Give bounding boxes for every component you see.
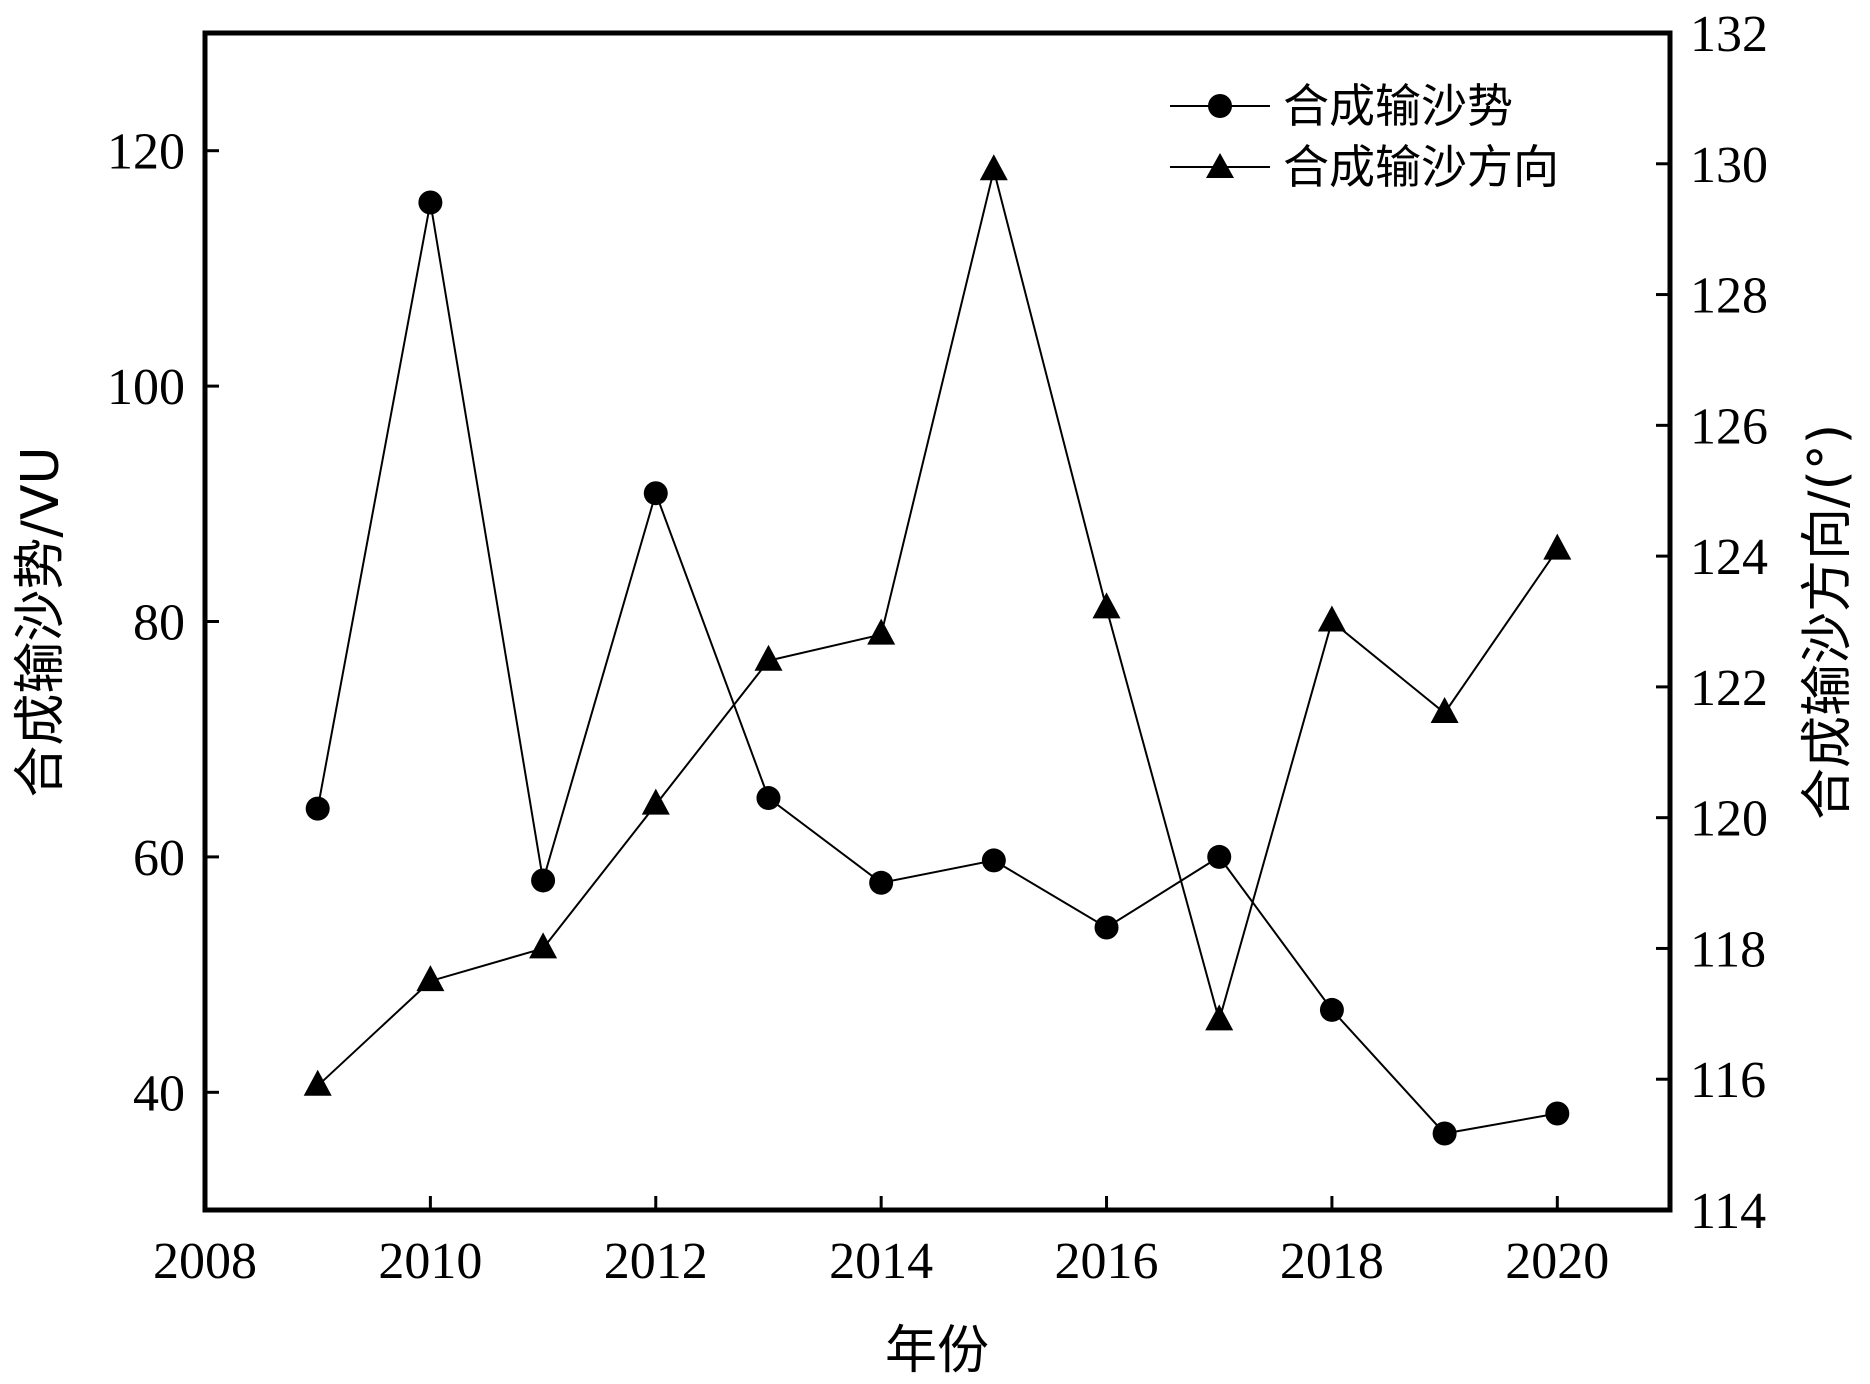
data-point-circle	[1207, 844, 1232, 869]
right-y-tick-label: 128	[1690, 268, 1768, 325]
left-y-tick-label: 120	[107, 124, 185, 181]
series-line-0	[316, 202, 1558, 1135]
right-y-axis-title: 合成输沙方向/(°)	[1798, 424, 1858, 820]
x-axis-title: 年份	[885, 1321, 989, 1381]
right-y-tick-label: 114	[1690, 1183, 1766, 1240]
x-tick-label: 2008	[153, 1233, 257, 1290]
data-point-circle	[1094, 915, 1119, 940]
data-point-triangle	[416, 965, 445, 992]
data-point-circle	[1319, 997, 1344, 1022]
left-y-axis-title: 合成输沙势/VU	[11, 446, 71, 797]
data-point-triangle	[1205, 1004, 1234, 1031]
data-point-triangle	[641, 788, 670, 815]
x-tick-label: 2010	[378, 1233, 482, 1290]
legend-label-sediment-direction: 合成输沙方向	[1283, 140, 1559, 194]
data-point-circle	[981, 848, 1006, 873]
data-point-triangle	[529, 932, 558, 959]
data-point-circle	[1432, 1121, 1457, 1146]
x-axis-ticks: 2008 2010 2012 2014 2016 2018 2020	[153, 1196, 1609, 1290]
data-point-triangle	[1317, 605, 1346, 632]
left-y-tick-label: 80	[133, 595, 185, 652]
data-point-triangle	[303, 1069, 332, 1096]
data-point-triangle	[867, 618, 896, 645]
x-tick-label: 2018	[1280, 1233, 1384, 1290]
data-point-circle	[643, 481, 668, 506]
x-tick-label: 2020	[1505, 1233, 1609, 1290]
left-y-tick-label: 40	[133, 1065, 185, 1122]
x-tick-label: 2014	[829, 1233, 933, 1290]
legend-label-sediment-potential: 合成输沙势	[1283, 79, 1513, 133]
data-point-circle	[756, 786, 781, 811]
data-point-circle	[1545, 1101, 1570, 1126]
data-point-circle	[305, 796, 330, 821]
data-point-circle	[531, 868, 556, 893]
left-y-tick-label: 60	[133, 830, 185, 887]
x-tick-label: 2016	[1055, 1233, 1159, 1290]
left-y-tick-label: 100	[107, 359, 185, 416]
left-y-axis-ticks: 40 60 80 100 120	[107, 124, 219, 1122]
data-point-triangle	[979, 154, 1008, 181]
legend-marker-triangle	[1206, 153, 1234, 178]
series-layer	[303, 154, 1572, 1146]
right-y-tick-label: 124	[1690, 529, 1768, 586]
data-point-circle	[869, 870, 894, 895]
x-tick-label: 2012	[604, 1233, 708, 1290]
right-y-tick-label: 130	[1690, 137, 1768, 194]
legend-marker-circle	[1208, 94, 1232, 118]
right-y-axis-ticks: 114 116 118 120 122 124 126 128 130 132	[1656, 6, 1768, 1240]
right-y-tick-label: 116	[1690, 1052, 1766, 1109]
right-y-tick-label: 118	[1690, 921, 1766, 978]
series-line-1	[317, 170, 1559, 1087]
right-y-tick-label: 126	[1690, 398, 1768, 455]
data-point-circle	[418, 190, 443, 215]
legend: 合成输沙势 合成输沙方向	[1170, 79, 1559, 194]
data-point-triangle	[1543, 533, 1572, 560]
data-point-triangle	[1430, 697, 1459, 723]
right-y-tick-label: 132	[1690, 6, 1768, 63]
right-y-tick-label: 122	[1690, 660, 1768, 717]
data-point-triangle	[754, 644, 783, 671]
right-y-tick-label: 120	[1690, 791, 1768, 848]
data-point-triangle	[1092, 592, 1121, 619]
